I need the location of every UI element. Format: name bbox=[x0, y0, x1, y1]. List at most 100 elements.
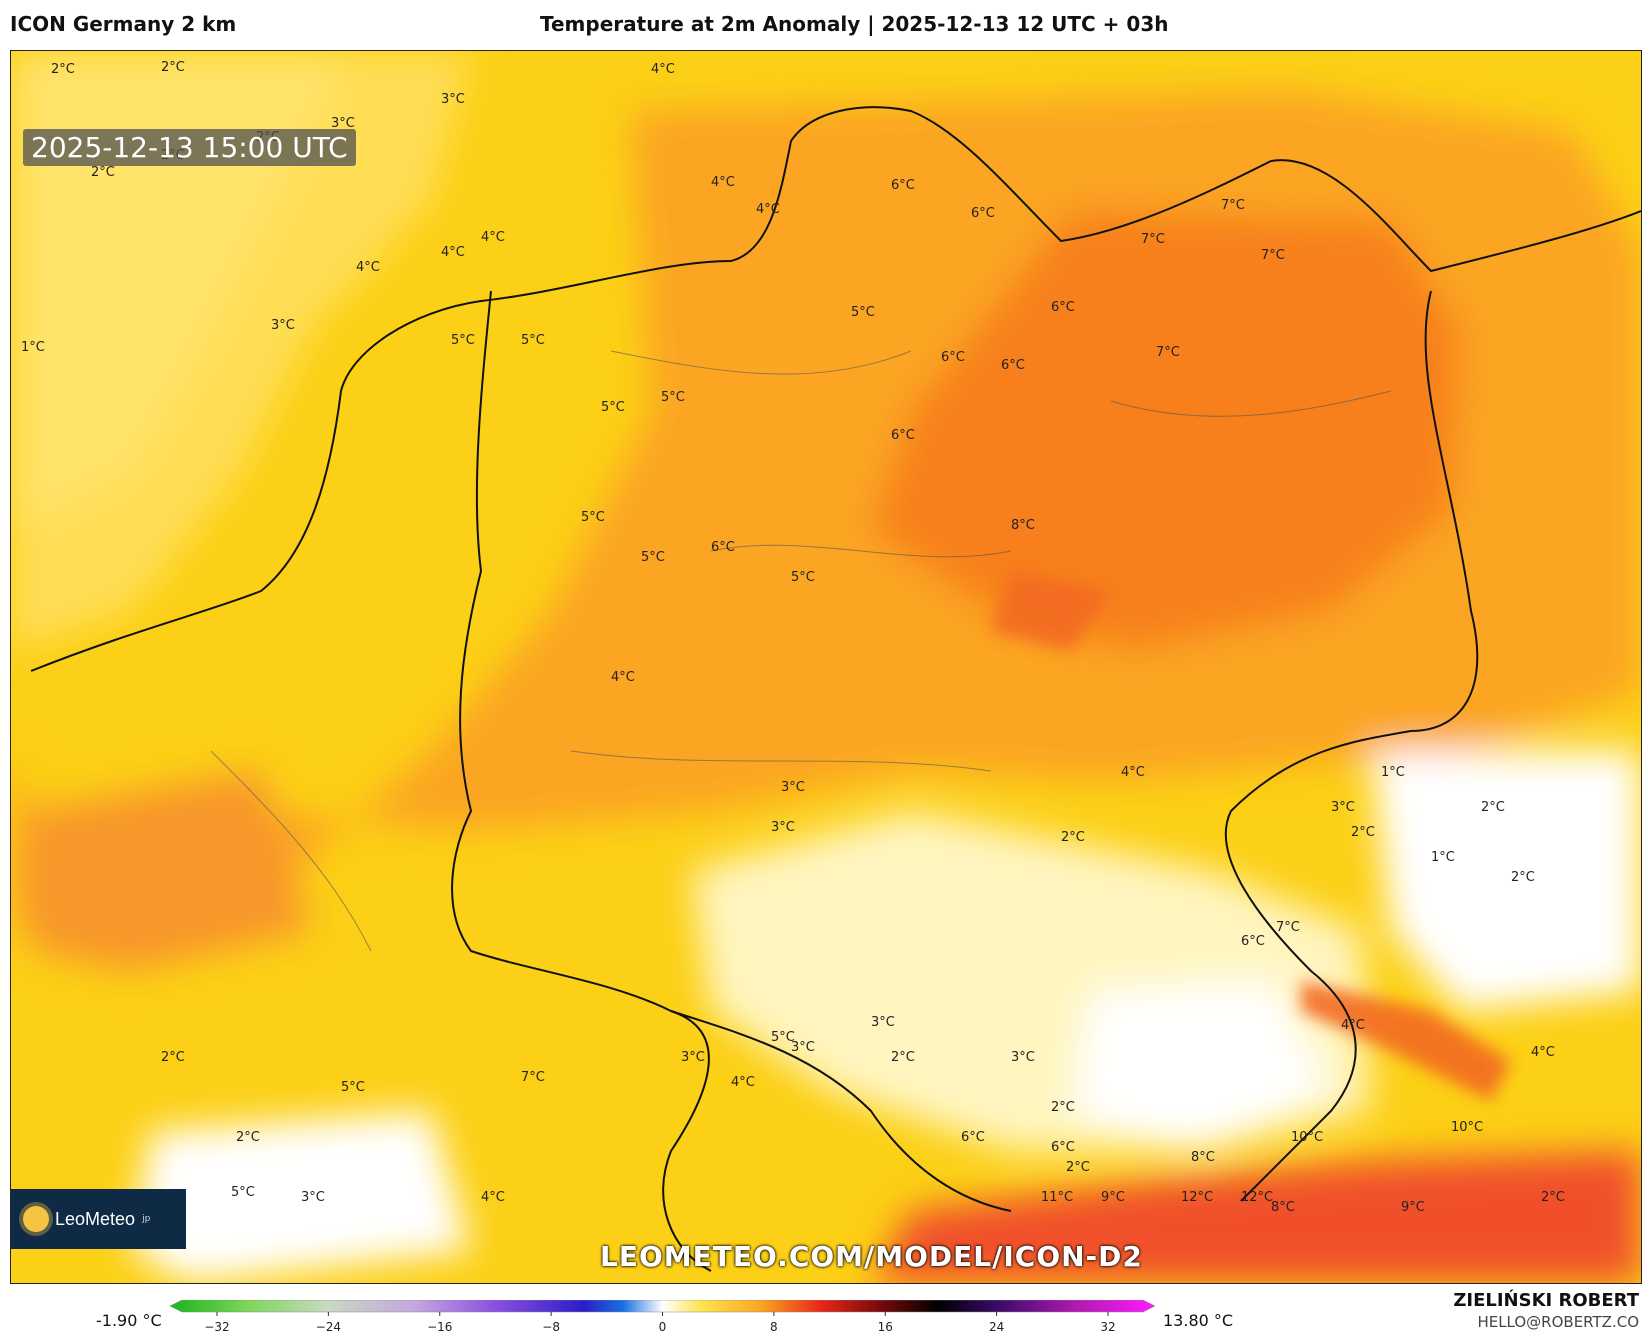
temperature-label: 3°C bbox=[271, 318, 295, 333]
colorbar-tick-label: 24 bbox=[989, 1320, 1004, 1334]
watermark-url: LEOMETEO.COM/MODEL/ICON-D2 bbox=[600, 1240, 1143, 1273]
temperature-label: 4°C bbox=[481, 230, 505, 245]
temperature-label: 6°C bbox=[891, 178, 915, 193]
colorbar-gradient bbox=[170, 1300, 1155, 1313]
temperature-label: 5°C bbox=[231, 1185, 255, 1200]
temperature-label: 7°C bbox=[1276, 920, 1300, 935]
alpine-white-zone bbox=[1371, 751, 1641, 1011]
temperature-label: 9°C bbox=[1101, 1190, 1125, 1205]
temperature-label: 5°C bbox=[601, 400, 625, 415]
temperature-label: 6°C bbox=[961, 1130, 985, 1145]
temperature-label: 2°C bbox=[1541, 1190, 1565, 1205]
logo-text: LeoMeteo bbox=[55, 1208, 136, 1229]
temperature-label: 3°C bbox=[871, 1015, 895, 1030]
temperature-label: 7°C bbox=[521, 1070, 545, 1085]
temperature-label: 6°C bbox=[1241, 934, 1265, 949]
leometeo-logo: LeoMeteo jp bbox=[11, 1189, 186, 1249]
author-credit: ZIELIŃSKI ROBERT HELLO@ROBERTZ.CO bbox=[1453, 1290, 1639, 1331]
temperature-label: 6°C bbox=[1051, 1140, 1075, 1155]
temperature-label: 5°C bbox=[771, 1030, 795, 1045]
map-canvas: 2°C 2°C 3°C 3°C 2°C 2°C 2°C 4°C 4°C 4°C 3°C 1°C 4°C 4… bbox=[11, 51, 1641, 1283]
temperature-label: 3°C bbox=[781, 780, 805, 795]
temperature-label: 11°C bbox=[1041, 1190, 1073, 1205]
colorbar-tick-label: 0 bbox=[659, 1320, 667, 1334]
temperature-label: 1°C bbox=[21, 340, 45, 355]
temperature-label: 6°C bbox=[711, 540, 735, 555]
colorbar-tick-label: −16 bbox=[427, 1320, 452, 1334]
map-title: Temperature at 2m Anomaly | 2025-12-13 1… bbox=[540, 12, 1169, 36]
colorbar: −32 −24 −16 −8 0 8 16 24 32 bbox=[170, 1300, 1155, 1334]
temperature-label: 5°C bbox=[641, 550, 665, 565]
temperature-label: 3°C bbox=[301, 1190, 325, 1205]
temperature-label: 6°C bbox=[941, 350, 965, 365]
temperature-label: 9°C bbox=[1401, 1200, 1425, 1215]
temperature-label: 3°C bbox=[331, 116, 355, 131]
temperature-label: 2°C bbox=[91, 165, 115, 180]
temperature-label: 7°C bbox=[1156, 345, 1180, 360]
scale-max-label: 13.80 °C bbox=[1163, 1311, 1234, 1330]
temperature-label: 12°C bbox=[1181, 1190, 1213, 1205]
colorbar-tick-label: −24 bbox=[316, 1320, 341, 1334]
temperature-label: 3°C bbox=[1011, 1050, 1035, 1065]
temperature-label: 3°C bbox=[791, 1040, 815, 1055]
scale-min-label: -1.90 °C bbox=[96, 1311, 162, 1330]
sun-icon bbox=[23, 1206, 49, 1232]
valid-time-badge: 2025-12-13 15:00 UTC bbox=[23, 129, 356, 166]
temperature-label: 12°C bbox=[1241, 1190, 1273, 1205]
colorbar-tick-label: −32 bbox=[204, 1320, 229, 1334]
temperature-label: 3°C bbox=[681, 1050, 705, 1065]
temperature-label: 3°C bbox=[1331, 800, 1355, 815]
temperature-label: 5°C bbox=[341, 1080, 365, 1095]
temperature-label: 5°C bbox=[791, 570, 815, 585]
colorbar-tick-label: 32 bbox=[1100, 1320, 1115, 1334]
model-name: ICON Germany 2 km bbox=[10, 12, 237, 36]
temperature-label: 2°C bbox=[891, 1050, 915, 1065]
temperature-label: 4°C bbox=[1121, 765, 1145, 780]
colorbar-tick-label: 8 bbox=[770, 1320, 778, 1334]
temperature-label: 4°C bbox=[481, 1190, 505, 1205]
temperature-label: 2°C bbox=[1351, 825, 1375, 840]
colorbar-tick-label: 16 bbox=[878, 1320, 893, 1334]
region-borders bbox=[210, 350, 1392, 952]
temperature-label: 8°C bbox=[1011, 518, 1035, 533]
author-email: HELLO@ROBERTZ.CO bbox=[1477, 1313, 1639, 1331]
temperature-label: 5°C bbox=[581, 510, 605, 525]
temperature-label: 3°C bbox=[771, 820, 795, 835]
alpine-red-zone bbox=[871, 1151, 1641, 1283]
temperature-label: 6°C bbox=[971, 206, 995, 221]
temperature-label: 2°C bbox=[1051, 1100, 1075, 1115]
temperature-label: 4°C bbox=[1341, 1018, 1365, 1033]
temperature-anomaly-map: 2°C 2°C 3°C 3°C 2°C 2°C 2°C 4°C 4°C 4°C 3°C 1°C 4°C 4… bbox=[10, 50, 1642, 1284]
temperature-label: 4°C bbox=[1531, 1045, 1555, 1060]
author-name: ZIELIŃSKI ROBERT bbox=[1453, 1290, 1639, 1311]
temperature-label: 4°C bbox=[441, 245, 465, 260]
temperature-label: 2°C bbox=[1061, 830, 1085, 845]
temperature-label: 2°C bbox=[161, 60, 185, 75]
temperature-label: 5°C bbox=[521, 333, 545, 348]
borders bbox=[30, 106, 1641, 1272]
temperature-label: 5°C bbox=[851, 305, 875, 320]
logo-suffix: jp bbox=[142, 1214, 151, 1224]
temperature-label: 4°C bbox=[756, 202, 780, 217]
temperature-label: 7°C bbox=[1221, 198, 1245, 213]
colorbar-tick-label: −8 bbox=[542, 1320, 560, 1334]
temperature-label: 6°C bbox=[891, 428, 915, 443]
temperature-label: 4°C bbox=[611, 670, 635, 685]
temperature-label: 2°C bbox=[1066, 1160, 1090, 1175]
temperature-label: 4°C bbox=[731, 1075, 755, 1090]
temperature-label: 4°C bbox=[651, 62, 675, 77]
temperature-label: 1°C bbox=[1431, 850, 1455, 865]
temperature-label: 1°C bbox=[1381, 765, 1405, 780]
temperature-label: 4°C bbox=[356, 260, 380, 275]
temperature-label: 8°C bbox=[1191, 1150, 1215, 1165]
temperature-label: 2°C bbox=[1481, 800, 1505, 815]
temperature-label: 6°C bbox=[1001, 358, 1025, 373]
temperature-label: 5°C bbox=[661, 390, 685, 405]
temperature-label: 7°C bbox=[1261, 248, 1285, 263]
temperature-label: 3°C bbox=[441, 92, 465, 107]
temperature-label: 2°C bbox=[51, 62, 75, 77]
temperature-label: 6°C bbox=[1051, 300, 1075, 315]
temperature-label: 7°C bbox=[1141, 232, 1165, 247]
temperature-label: 2°C bbox=[1511, 870, 1535, 885]
temperature-label: 5°C bbox=[451, 333, 475, 348]
